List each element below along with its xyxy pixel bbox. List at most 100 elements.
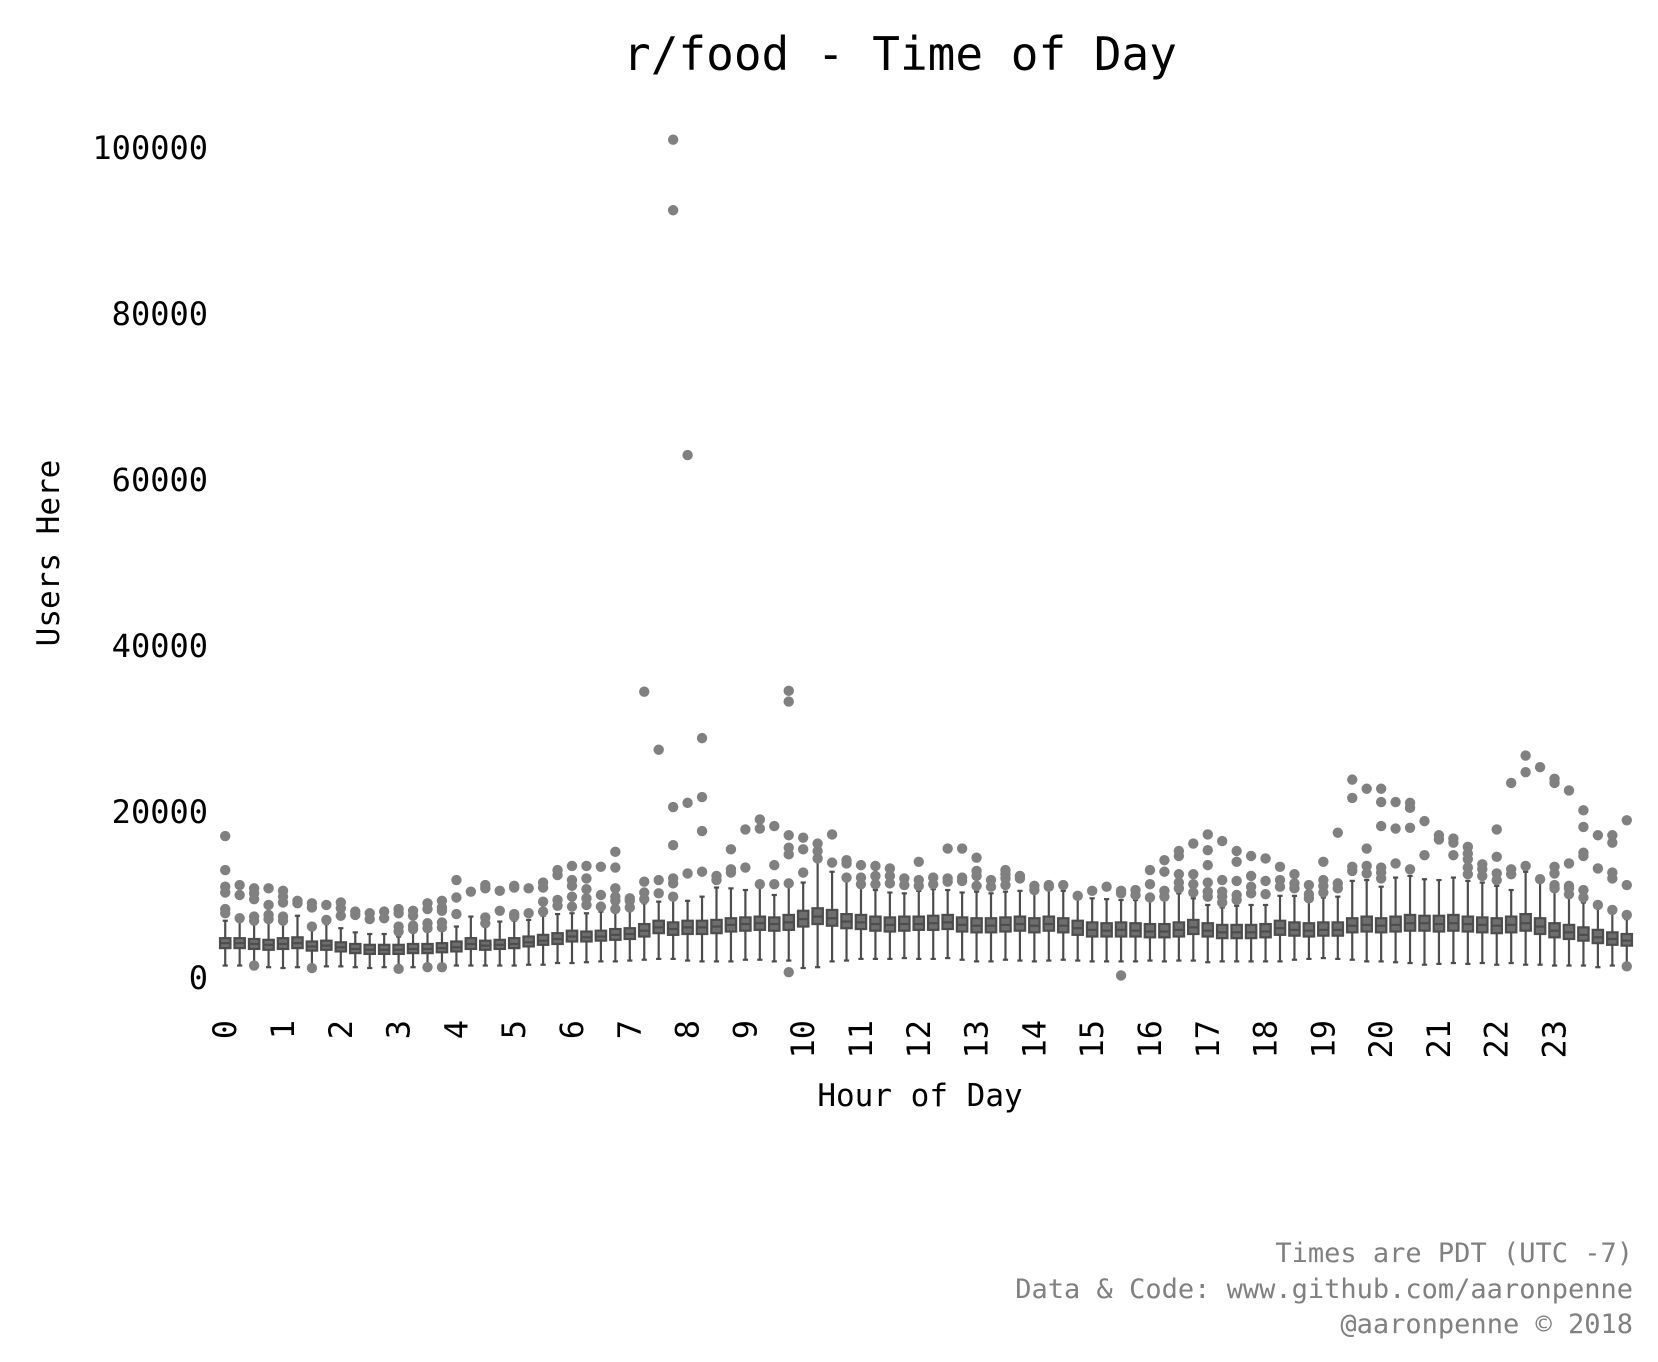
box-30 (652, 744, 665, 961)
y-axis-label: Users Here (31, 460, 67, 647)
x-tick-label-21: 21 (1420, 1020, 1458, 1059)
y-tick-labels: 0 20000 40000 60000 80000 100000 (92, 129, 208, 997)
box-80 (1374, 783, 1388, 963)
footer-source: Data & Code: www.github.com/aaronpenne (1015, 1274, 1633, 1305)
box-70 (1230, 845, 1243, 963)
box-73 (1273, 861, 1287, 963)
outlier-point (378, 906, 390, 917)
box-55 (1013, 870, 1027, 962)
outlier-point (1173, 869, 1185, 880)
outlier-point (1245, 870, 1257, 882)
box-49 (926, 872, 940, 961)
outlier-point (1231, 856, 1242, 867)
outlier-point (1621, 815, 1632, 826)
outlier-point (653, 744, 664, 755)
outlier-point (610, 883, 621, 894)
outlier-point (1520, 750, 1531, 761)
outlier-point (1361, 783, 1372, 794)
outlier-point (1477, 859, 1488, 870)
outlier-point (1260, 853, 1271, 864)
x-tick-label-11: 11 (842, 1020, 880, 1059)
box-44 (854, 859, 868, 961)
box-25 (580, 860, 593, 964)
box-90 (1519, 750, 1532, 966)
x-tick-label-23: 23 (1536, 1020, 1574, 1059)
outlier-point (1375, 820, 1387, 832)
outlier-point (1188, 869, 1199, 880)
outlier-point (1607, 904, 1618, 916)
outlier-point (480, 912, 491, 923)
outlier-point (1491, 851, 1502, 863)
outlier-point (797, 867, 809, 878)
outlier-point (1462, 862, 1474, 873)
box-62 (1114, 885, 1128, 981)
outlier-point (1144, 864, 1156, 876)
outlier-point (393, 963, 404, 975)
outlier-point (407, 920, 419, 931)
outlier-point (1578, 847, 1589, 858)
outlier-point (1173, 877, 1185, 888)
outlier-point (321, 914, 332, 926)
outlier-point (769, 820, 780, 832)
x-tick-label-14: 14 (1015, 1020, 1053, 1059)
box-83 (1418, 815, 1431, 966)
outlier-point (1520, 860, 1531, 872)
outlier-point (696, 825, 708, 837)
outlier-point (581, 873, 592, 884)
outlier-point (1115, 970, 1127, 981)
x-tick-label-7: 7 (611, 1020, 649, 1039)
box-5 (291, 895, 304, 969)
outlier-point (1592, 863, 1604, 874)
outlier-point (248, 883, 260, 894)
box-21 (522, 883, 535, 966)
chart-title: r/food - Time of Day (623, 27, 1177, 81)
outlier-point (1202, 886, 1213, 897)
outlier-point (711, 870, 722, 882)
box-15 (435, 895, 449, 973)
outlier-point (855, 859, 867, 871)
outlier-point (942, 843, 953, 854)
outlier-point (335, 897, 347, 908)
box-2 (247, 883, 261, 971)
outlier-point (1202, 859, 1213, 871)
outlier-point (393, 921, 404, 932)
outlier-point (985, 874, 997, 886)
outlier-point (1404, 797, 1416, 809)
x-tick-label-22: 22 (1478, 1020, 1516, 1059)
outlier-point (1404, 822, 1416, 833)
y-tick-label-3: 60000 (112, 461, 208, 499)
outlier-point (884, 878, 896, 889)
outlier-point (1520, 766, 1531, 778)
outlier-point (509, 880, 520, 892)
outlier-point (1086, 885, 1098, 897)
outlier-point (1289, 878, 1300, 889)
outlier-point (653, 874, 664, 886)
box-29 (637, 686, 651, 961)
box-9 (348, 906, 362, 969)
x-tick-label-19: 19 (1304, 1020, 1342, 1059)
box-57 (1042, 879, 1056, 962)
outlier-point (248, 960, 260, 971)
box-36 (739, 824, 752, 961)
outlier-point (1578, 884, 1589, 896)
outlier-point (812, 853, 823, 864)
box-72 (1259, 853, 1272, 963)
outlier-point (350, 906, 361, 917)
outlier-point (566, 860, 578, 872)
outlier-point (826, 857, 838, 868)
box-63 (1129, 884, 1142, 963)
box-67 (1187, 838, 1200, 962)
box-78 (1345, 774, 1359, 961)
x-tick-label-17: 17 (1189, 1020, 1227, 1059)
box-38 (767, 820, 781, 963)
box-19 (493, 885, 507, 967)
outlier-point (494, 885, 505, 897)
outlier-point (913, 874, 924, 886)
box-89 (1504, 777, 1518, 965)
box-0 (218, 830, 232, 967)
box-88 (1490, 824, 1504, 966)
box-93 (1562, 785, 1576, 967)
outlier-point (1419, 849, 1430, 861)
outlier-point (1347, 792, 1358, 804)
